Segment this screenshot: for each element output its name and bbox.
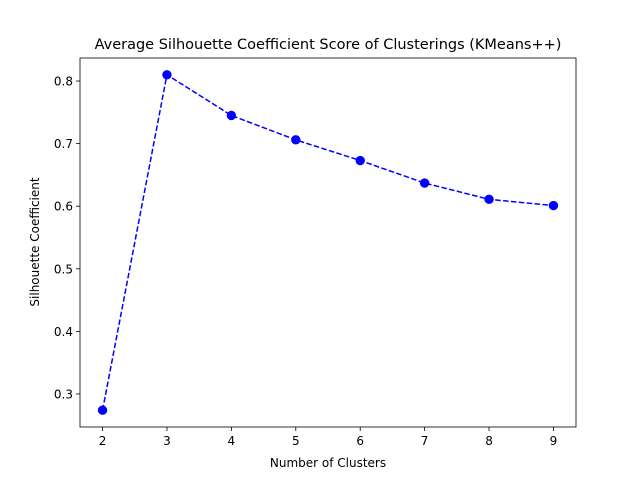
y-tick-label: 0.3 bbox=[54, 387, 73, 401]
data-point bbox=[97, 405, 108, 415]
x-axis-label: Number of Clusters bbox=[270, 456, 386, 470]
plot-area bbox=[97, 70, 559, 415]
y-tick-label: 0.4 bbox=[54, 325, 73, 339]
y-tick-label: 0.5 bbox=[54, 262, 73, 276]
x-tick-label: 7 bbox=[421, 434, 429, 448]
x-tick-label: 5 bbox=[292, 434, 300, 448]
data-point bbox=[548, 200, 559, 211]
y-tick-label: 0.6 bbox=[54, 200, 73, 214]
plot-frame bbox=[79, 57, 577, 428]
x-tick-label: 4 bbox=[228, 434, 236, 448]
chart-title: Average Silhouette Coefficient Score of … bbox=[95, 37, 562, 53]
data-point bbox=[291, 135, 301, 145]
data-point bbox=[226, 110, 237, 121]
x-tick-label: 9 bbox=[550, 434, 558, 448]
data-point bbox=[484, 194, 494, 205]
y-tick-label: 0.7 bbox=[54, 137, 73, 151]
x-tick-label: 3 bbox=[163, 434, 171, 448]
data-point bbox=[162, 70, 172, 80]
y-tick-label: 0.8 bbox=[54, 75, 73, 89]
data-point bbox=[355, 155, 365, 166]
y-axis-label: Silhouette Coefficient bbox=[28, 177, 42, 306]
x-tick-label: 8 bbox=[485, 434, 493, 448]
x-tick-label: 6 bbox=[356, 434, 364, 448]
data-point bbox=[419, 178, 430, 188]
x-tick-label: 2 bbox=[99, 434, 107, 448]
